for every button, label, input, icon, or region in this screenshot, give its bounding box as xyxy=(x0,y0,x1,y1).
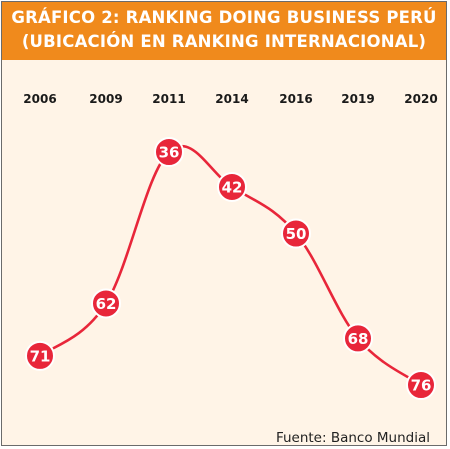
data-point-marker xyxy=(343,323,373,354)
x-tick-label: 2016 xyxy=(279,92,312,106)
data-label: 36 xyxy=(159,144,180,162)
data-point-marker xyxy=(217,171,247,202)
data-label: 50 xyxy=(286,225,307,243)
x-tick-label: 2020 xyxy=(404,92,437,106)
data-point-marker xyxy=(281,218,311,249)
data-point-marker xyxy=(406,370,436,400)
x-tick-label: 2014 xyxy=(215,92,248,106)
chart-header: GRÁFICO 2: RANKING DOING BUSINESS PERÚ (… xyxy=(2,2,446,60)
data-label: 76 xyxy=(411,377,432,395)
x-tick-label: 2009 xyxy=(89,92,122,106)
data-label: 62 xyxy=(96,295,117,313)
data-label: 68 xyxy=(348,330,369,348)
data-point-marker xyxy=(91,288,121,319)
chart-source: Fuente: Banco Mundial xyxy=(275,430,430,446)
chart-title: GRÁFICO 2: RANKING DOING BUSINESS PERÚ xyxy=(11,8,437,27)
data-label: 71 xyxy=(30,347,51,365)
chart-subtitle: (UBICACIÓN EN RANKING INTERNACIONAL) xyxy=(21,32,427,51)
data-point-marker xyxy=(154,137,184,167)
line-chart: 2006 2009 2011 2014 2016 2019 2020 71 62 36 42 50 68… xyxy=(23,92,438,400)
x-tick-label: 2019 xyxy=(341,92,374,106)
x-tick-label: 2006 xyxy=(23,92,56,106)
data-label: 42 xyxy=(222,178,243,196)
x-tick-label: 2011 xyxy=(152,92,185,106)
data-point-marker xyxy=(25,340,55,371)
